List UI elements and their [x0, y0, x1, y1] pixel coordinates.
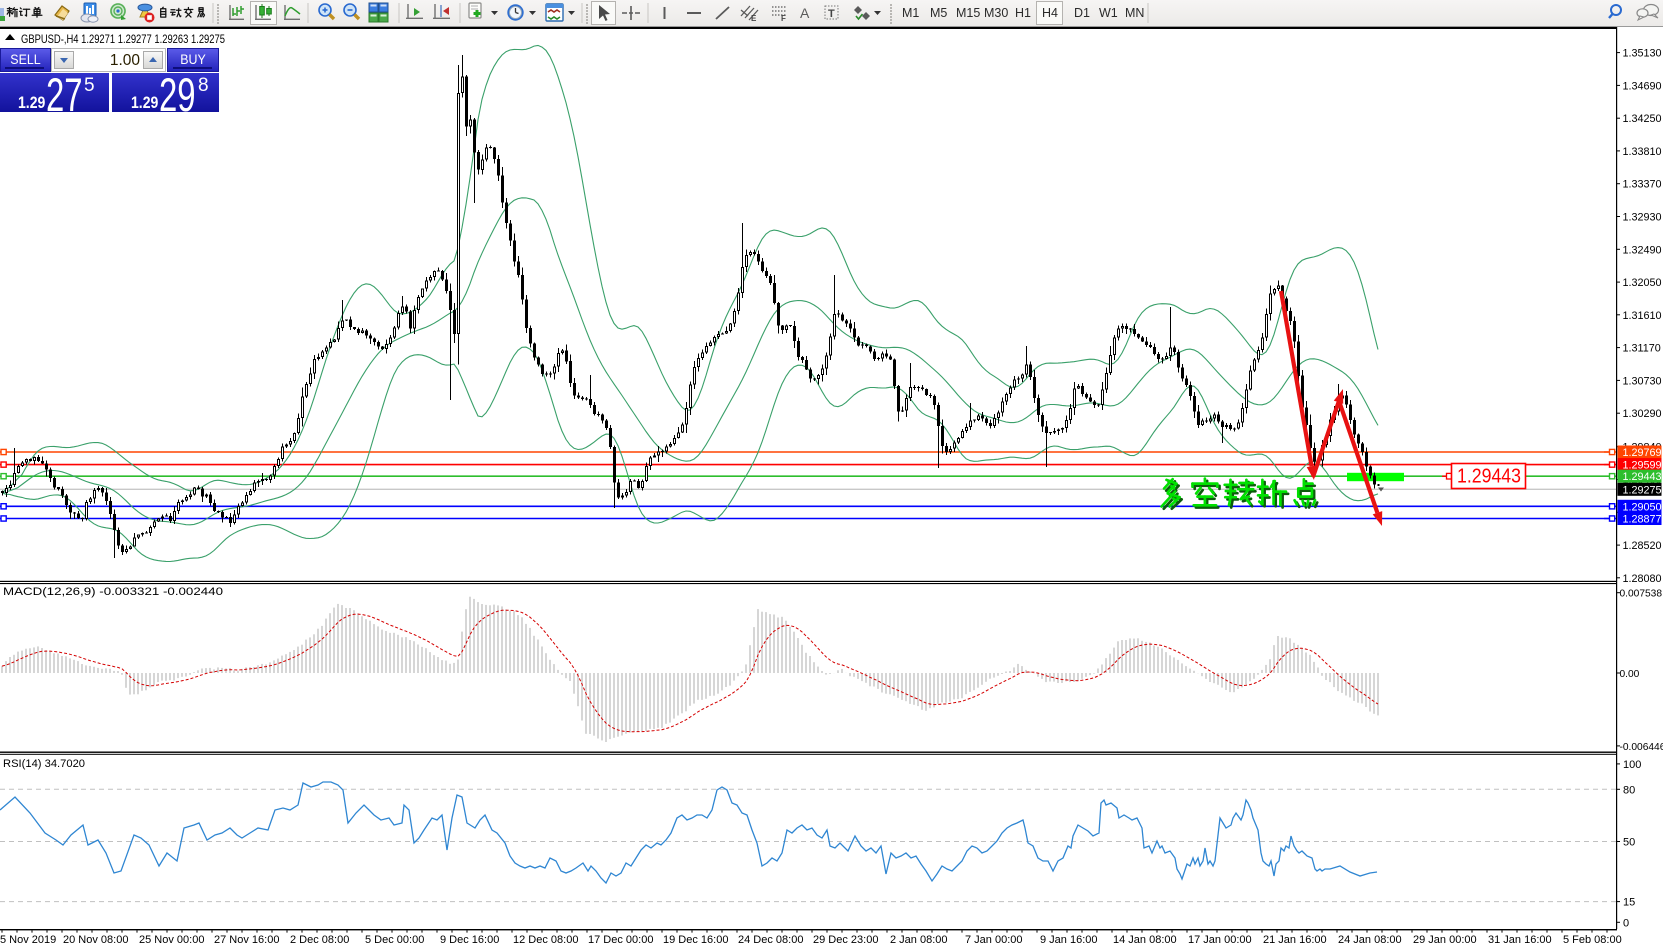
- svg-text:50: 50: [1623, 837, 1635, 849]
- svg-text:RSI(14) 34.7020: RSI(14) 34.7020: [3, 758, 85, 770]
- svg-text:7 Jan 00:00: 7 Jan 00:00: [965, 934, 1023, 946]
- svg-text:1.33810: 1.33810: [1623, 146, 1662, 158]
- svg-text:27 Nov 16:00: 27 Nov 16:00: [214, 934, 279, 946]
- svg-text:9 Jan 16:00: 9 Jan 16:00: [1040, 934, 1098, 946]
- svg-text:0.00: 0.00: [1620, 669, 1640, 680]
- svg-text:-0.006446: -0.006446: [1620, 742, 1663, 753]
- svg-text:1.33370: 1.33370: [1623, 179, 1662, 191]
- svg-text:W1: W1: [1099, 6, 1118, 20]
- svg-text:1.28080: 1.28080: [1623, 573, 1662, 585]
- svg-text:100: 100: [1623, 759, 1641, 771]
- svg-text:1.29050: 1.29050: [1623, 501, 1662, 513]
- svg-text:1.32490: 1.32490: [1623, 244, 1662, 256]
- svg-text:1.29443: 1.29443: [1457, 466, 1521, 488]
- svg-text:0: 0: [1623, 917, 1629, 929]
- svg-text:T: T: [828, 8, 835, 20]
- svg-text:1.31610: 1.31610: [1623, 310, 1662, 322]
- svg-text:17 Dec 00:00: 17 Dec 00:00: [588, 934, 653, 946]
- svg-text:20 Nov 08:00: 20 Nov 08:00: [63, 934, 128, 946]
- svg-text:D1: D1: [1074, 6, 1090, 20]
- svg-text:9 Dec 16:00: 9 Dec 16:00: [440, 934, 499, 946]
- svg-text:A: A: [800, 5, 810, 21]
- svg-text:MN: MN: [1125, 6, 1144, 20]
- svg-text:2 Dec 08:00: 2 Dec 08:00: [290, 934, 349, 946]
- svg-text:80: 80: [1623, 784, 1635, 796]
- svg-text:M30: M30: [984, 6, 1008, 20]
- svg-text:1.29599: 1.29599: [1623, 460, 1662, 472]
- svg-text:1.34690: 1.34690: [1623, 80, 1662, 92]
- svg-text:17 Jan 00:00: 17 Jan 00:00: [1188, 934, 1252, 946]
- svg-text:31 Jan 16:00: 31 Jan 16:00: [1488, 934, 1552, 946]
- svg-text:1.35130: 1.35130: [1623, 48, 1662, 60]
- svg-text:F: F: [781, 14, 786, 23]
- svg-text:M1: M1: [902, 6, 919, 20]
- svg-text:1.30290: 1.30290: [1623, 408, 1662, 420]
- svg-text:1.34250: 1.34250: [1623, 113, 1662, 125]
- svg-text:MACD(12,26,9) -0.003321 -0.002: MACD(12,26,9) -0.003321 -0.002440: [3, 586, 223, 598]
- svg-text:5 Dec 00:00: 5 Dec 00:00: [365, 934, 424, 946]
- svg-text:1.29769: 1.29769: [1623, 447, 1662, 459]
- svg-text:H4: H4: [1042, 6, 1058, 20]
- svg-text:21 Jan 16:00: 21 Jan 16:00: [1263, 934, 1327, 946]
- svg-text:1.28520: 1.28520: [1623, 540, 1662, 552]
- svg-text:H1: H1: [1015, 6, 1031, 20]
- svg-text:E: E: [751, 14, 757, 23]
- svg-text:19 Dec 16:00: 19 Dec 16:00: [663, 934, 728, 946]
- svg-text:1.29443: 1.29443: [1623, 471, 1662, 483]
- svg-text:12 Dec 08:00: 12 Dec 08:00: [513, 934, 578, 946]
- svg-text:0.007538: 0.007538: [1620, 589, 1663, 600]
- svg-text:5 Nov 2019: 5 Nov 2019: [0, 934, 56, 946]
- svg-text:1.29275: 1.29275: [1623, 484, 1662, 496]
- svg-text:1.32930: 1.32930: [1623, 212, 1662, 224]
- svg-text:1.31170: 1.31170: [1623, 343, 1661, 355]
- svg-text:1.28877: 1.28877: [1623, 514, 1662, 526]
- svg-text:M15: M15: [956, 6, 980, 20]
- svg-text:14 Jan 08:00: 14 Jan 08:00: [1113, 934, 1177, 946]
- svg-text:15: 15: [1623, 897, 1635, 909]
- svg-text:5 Feb 08:00: 5 Feb 08:00: [1563, 934, 1622, 946]
- svg-text:GBPUSD-,H4 1.29271 1.29277 1.: GBPUSD-,H4 1.29271 1.29277 1.29263 1.292…: [21, 32, 225, 46]
- svg-text:25 Nov 00:00: 25 Nov 00:00: [139, 934, 204, 946]
- svg-text:24 Dec 08:00: 24 Dec 08:00: [738, 934, 803, 946]
- svg-text:29 Jan 00:00: 29 Jan 00:00: [1413, 934, 1477, 946]
- svg-text:M5: M5: [930, 6, 947, 20]
- svg-text:2 Jan 08:00: 2 Jan 08:00: [890, 934, 948, 946]
- svg-text:29 Dec 23:00: 29 Dec 23:00: [813, 934, 878, 946]
- svg-text:24 Jan 08:00: 24 Jan 08:00: [1338, 934, 1402, 946]
- svg-text:1.32050: 1.32050: [1623, 277, 1662, 289]
- svg-text:1.30730: 1.30730: [1623, 375, 1662, 387]
